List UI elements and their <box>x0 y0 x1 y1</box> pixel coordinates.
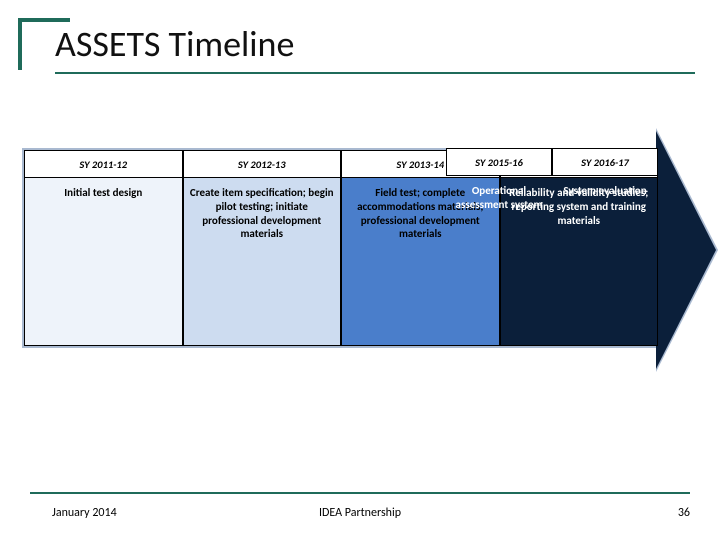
timeline-tail-year-1: SY 2016-17 <box>552 148 658 176</box>
timeline-tail-year-0: SY 2015-16 <box>446 148 552 176</box>
footer-org: IDEA Partnership <box>0 506 720 520</box>
timeline-year-0: SY 2011-12 <box>24 150 183 178</box>
timeline-column-1: SY 2012-13Create item specification; beg… <box>183 150 342 346</box>
timeline-tail-body-0: Operational assessment system <box>446 176 552 220</box>
page-title: ASSETS Timeline <box>55 22 294 66</box>
timeline-column-0: SY 2011-12Initial test design <box>24 150 183 346</box>
timeline-body-1: Create item specification; begin pilot t… <box>183 178 342 346</box>
corner-accent-v <box>18 18 22 70</box>
arrow-head-fill <box>656 131 716 369</box>
footer-rule <box>30 492 690 494</box>
header-rule <box>55 72 695 74</box>
timeline-arrow: SY 2011-12Initial test designSY 2012-13C… <box>22 148 698 358</box>
timeline-body-0: Initial test design <box>24 178 183 346</box>
timeline-tail-body-1: System evaluation <box>552 176 658 206</box>
footer-page-number: 36 <box>678 506 690 520</box>
timeline-year-1: SY 2012-13 <box>183 150 342 178</box>
